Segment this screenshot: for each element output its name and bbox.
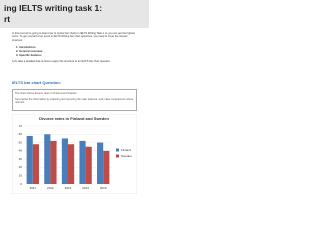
y-tick-label: 20 bbox=[19, 165, 23, 169]
list-item: 3. Specific features bbox=[16, 52, 42, 57]
question-box: The chart shows divorce rates in Finland… bbox=[12, 89, 137, 111]
page: ing IELTS writing task 1: rt In this post… bbox=[0, 0, 149, 198]
y-tick-label: 40 bbox=[19, 149, 23, 153]
y-tick-label: 0 bbox=[20, 182, 22, 186]
bar bbox=[85, 146, 92, 184]
list-item: 1. Introduction bbox=[16, 45, 36, 49]
bar bbox=[79, 140, 86, 184]
bar bbox=[26, 135, 33, 184]
heading: IELTS bar chart Question: bbox=[12, 80, 62, 85]
title: ing IELTS writing task 1: bbox=[4, 3, 103, 13]
question-text: The chart shows divorce rates in Finland… bbox=[15, 92, 78, 95]
list: 1. Introduction 2. General overview 3. S… bbox=[16, 45, 43, 57]
bar bbox=[61, 138, 68, 184]
title-banner: ing IELTS writing task 1: rt bbox=[0, 0, 149, 28]
x-tick-label: 2012 bbox=[47, 186, 54, 190]
bar bbox=[97, 142, 104, 184]
x-tick-label: 2013 bbox=[65, 186, 72, 190]
question-text: Summarise the information by selecting a… bbox=[15, 97, 134, 105]
y-tick-label: 50 bbox=[19, 140, 23, 144]
y-tick-label: 60 bbox=[19, 132, 23, 136]
legend-label: Finland bbox=[121, 148, 131, 152]
x-tick-label: 2011 bbox=[30, 186, 37, 190]
x-tick-label: 2014 bbox=[82, 186, 89, 190]
chart-title: Divorce rates in Finland and Sweden bbox=[39, 116, 109, 121]
legend-label: Sweden bbox=[121, 154, 132, 158]
intro: In this post we're going to learn how to… bbox=[12, 32, 136, 42]
chart: Divorce rates in Finland and Sweden 0 10 2… bbox=[12, 114, 137, 194]
legend-swatch bbox=[116, 154, 119, 158]
bar bbox=[68, 144, 75, 184]
bar bbox=[50, 140, 57, 184]
y-tick-label: 10 bbox=[19, 174, 23, 178]
y-tick-label: 70 bbox=[19, 124, 23, 128]
title: rt bbox=[4, 14, 11, 24]
paragraph: Let's take a detailed look at how to app… bbox=[12, 60, 111, 63]
bar bbox=[103, 150, 110, 184]
x-tick-label: 2015 bbox=[100, 186, 107, 190]
y-tick-label: 30 bbox=[19, 157, 23, 161]
legend-swatch bbox=[116, 148, 119, 152]
bar bbox=[44, 134, 51, 184]
list-item: 2. General overview bbox=[16, 48, 43, 53]
bar bbox=[32, 144, 39, 184]
